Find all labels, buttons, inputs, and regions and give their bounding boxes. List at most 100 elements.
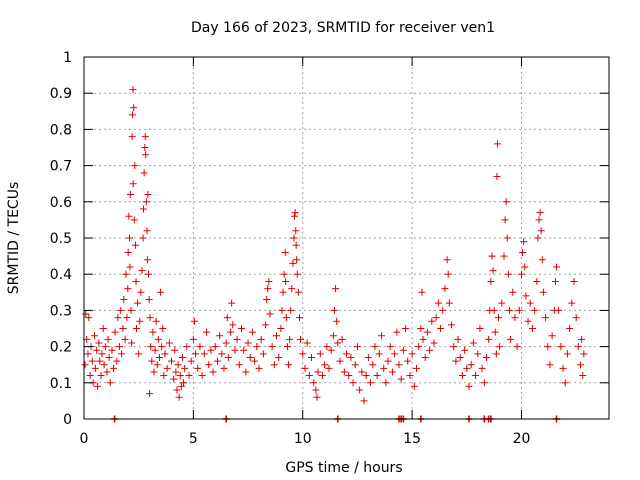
data-point	[86, 372, 94, 380]
data-point	[538, 256, 546, 264]
data-point	[148, 357, 156, 365]
data-point	[391, 350, 399, 358]
data-point	[154, 335, 162, 343]
data-point	[268, 343, 276, 351]
data-point	[329, 332, 337, 340]
data-point	[265, 277, 273, 285]
data-point	[129, 86, 137, 94]
data-point	[146, 390, 154, 398]
data-point	[146, 314, 154, 322]
data-point	[426, 346, 434, 354]
y-tick-label: 0.4	[50, 267, 72, 283]
data-point	[223, 314, 231, 322]
data-point	[349, 379, 357, 387]
data-point	[229, 321, 237, 329]
data-point	[248, 328, 256, 336]
data-point	[150, 368, 158, 376]
x-tick-label: 15	[403, 431, 421, 447]
data-point	[493, 140, 501, 148]
data-point	[113, 357, 121, 365]
data-point	[492, 350, 500, 358]
data-point	[158, 343, 166, 351]
data-point	[125, 212, 133, 220]
data-point	[310, 379, 318, 387]
data-point	[371, 343, 379, 351]
data-point	[295, 314, 303, 322]
data-point	[278, 306, 286, 314]
data-point	[356, 386, 364, 394]
data-point	[507, 335, 515, 343]
y-tick-label: 0.5	[50, 231, 72, 247]
data-point	[283, 343, 291, 351]
data-point	[115, 343, 123, 351]
data-point	[313, 393, 321, 401]
data-point	[467, 361, 475, 369]
data-point	[235, 361, 243, 369]
data-point	[85, 314, 93, 322]
data-point	[286, 335, 294, 343]
data-point	[251, 357, 259, 365]
data-point	[373, 372, 381, 380]
x-tick-label: 0	[80, 431, 89, 447]
data-point	[149, 328, 157, 336]
data-point	[386, 343, 394, 351]
data-point	[439, 306, 447, 314]
data-point	[566, 325, 574, 332]
data-point	[155, 353, 163, 361]
data-point	[504, 270, 512, 278]
data-point	[255, 364, 263, 372]
data-point	[536, 209, 544, 217]
data-point	[104, 335, 112, 343]
grid-lines	[84, 57, 609, 419]
data-point	[415, 343, 423, 351]
y-tick-label: 0.2	[50, 340, 72, 356]
data-point	[91, 332, 98, 340]
data-point	[378, 332, 385, 340]
data-point	[240, 346, 248, 354]
data-point	[279, 288, 287, 296]
data-point	[333, 317, 341, 325]
data-point	[500, 252, 508, 260]
data-point	[277, 325, 285, 332]
data-point	[257, 335, 265, 343]
data-point	[483, 353, 490, 361]
data-point	[233, 335, 241, 343]
data-point	[141, 133, 149, 141]
data-point	[437, 325, 445, 332]
data-point	[330, 306, 338, 314]
y-tick-label: 0.9	[50, 86, 72, 102]
data-point	[96, 357, 104, 365]
data-point	[445, 299, 453, 307]
data-point	[496, 343, 504, 351]
data-point	[224, 353, 232, 361]
data-point	[173, 386, 181, 394]
data-point	[137, 288, 145, 296]
data-point	[205, 361, 213, 369]
data-point	[264, 285, 272, 293]
data-point	[382, 379, 390, 387]
data-point	[441, 285, 449, 293]
data-point	[127, 306, 135, 314]
data-point	[404, 357, 412, 365]
data-point	[480, 379, 488, 387]
data-point	[410, 382, 418, 390]
data-point	[474, 350, 482, 358]
data-point	[140, 205, 147, 213]
data-point	[345, 372, 353, 380]
data-point	[347, 353, 355, 361]
data-point	[128, 133, 136, 141]
data-point	[418, 288, 426, 296]
data-point	[263, 296, 271, 304]
data-point	[421, 353, 429, 361]
data-point	[351, 361, 359, 369]
data-point	[578, 335, 586, 343]
data-point	[174, 361, 182, 369]
data-point	[450, 343, 458, 351]
data-point	[200, 350, 208, 358]
data-point	[187, 357, 195, 365]
data-point	[287, 306, 295, 314]
data-point	[539, 288, 547, 296]
x-tick-labels: 0 5 10 15 20	[80, 431, 531, 447]
data-point	[142, 151, 150, 159]
data-point	[136, 317, 144, 325]
